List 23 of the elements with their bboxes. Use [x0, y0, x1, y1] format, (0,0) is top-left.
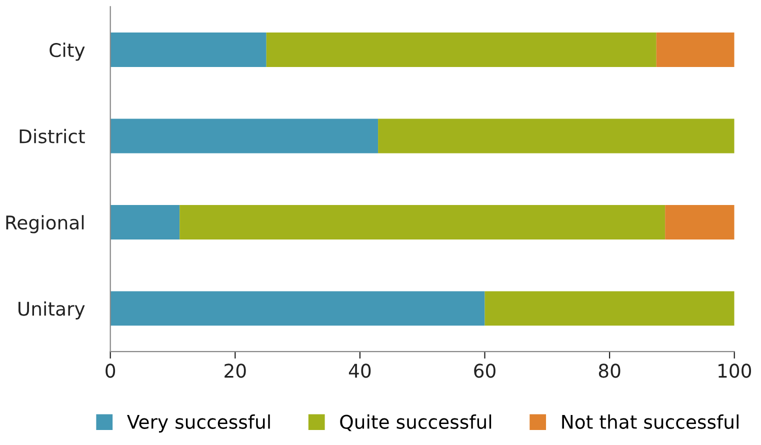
bar — [110, 204, 180, 240]
bar — [110, 118, 378, 154]
x-tick-label: 0 — [106, 364, 116, 378]
bar — [656, 32, 734, 68]
x-tick-label: 60 — [474, 364, 496, 378]
y-tick-label: City — [50, 42, 85, 61]
x-tick-label: 100 — [718, 364, 752, 378]
y-tick-label: District — [20, 128, 85, 144]
x-tick-label: 20 — [224, 364, 246, 378]
bar — [484, 291, 734, 326]
bar — [266, 32, 656, 68]
legend-label: Very successful — [127, 414, 270, 433]
bar — [110, 32, 266, 68]
y-tick-label: Regional — [6, 215, 84, 234]
bar — [180, 204, 666, 240]
x-tick-label: 40 — [348, 364, 371, 378]
legend-label: Not that successful — [562, 414, 738, 429]
x-tick-label: 80 — [598, 364, 620, 378]
bar — [378, 118, 734, 154]
legend-label: Quite successful — [340, 414, 492, 432]
bar — [110, 291, 485, 326]
y-tick-label: Unitary — [18, 301, 85, 320]
bar — [665, 204, 734, 240]
